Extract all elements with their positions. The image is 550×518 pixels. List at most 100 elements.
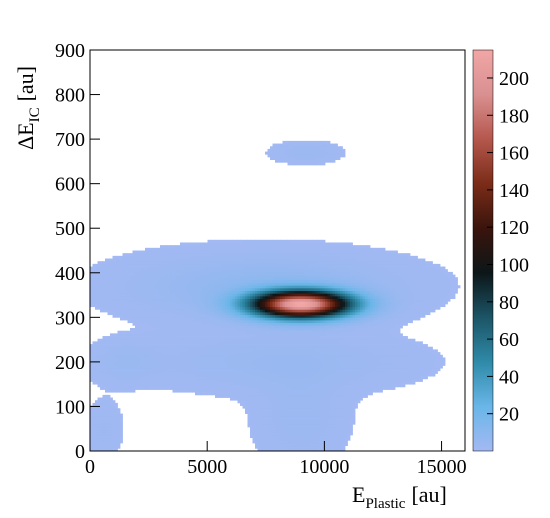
- heatmap-cell: [285, 362, 288, 366]
- heatmap-cell: [187, 242, 191, 246]
- heatmap-cell: [200, 263, 203, 267]
- heatmap-cell: [250, 373, 253, 377]
- heatmap-cell: [177, 253, 181, 257]
- heatmap-cell: [257, 434, 261, 439]
- heatmap-cell: [210, 250, 213, 254]
- heatmap-cell: [280, 159, 283, 163]
- heatmap-cell: [212, 370, 216, 374]
- heatmap-cell: [277, 448, 281, 452]
- heatmap-cell: [212, 344, 216, 348]
- heatmap-cell: [125, 317, 128, 321]
- heatmap-cell: [112, 384, 116, 388]
- heatmap-cell: [90, 429, 93, 433]
- heatmap-cell: [185, 255, 188, 259]
- heatmap-cell: [170, 245, 173, 249]
- heatmap-cell: [102, 418, 106, 422]
- heatmap-cell: [162, 298, 166, 302]
- heatmap-cell: [280, 290, 283, 294]
- heatmap-cell: [287, 151, 291, 155]
- heatmap-cell: [155, 378, 158, 382]
- heatmap-cell: [155, 298, 158, 302]
- heatmap-cell: [247, 266, 251, 270]
- heatmap-cell: [162, 338, 166, 342]
- heatmap-cell: [207, 376, 211, 380]
- heatmap-cell: [265, 271, 268, 275]
- heatmap-cell: [142, 381, 146, 385]
- heatmap-cell: [192, 301, 196, 305]
- heatmap-cell: [160, 293, 163, 297]
- heatmap-cell: [117, 282, 121, 286]
- heatmap-cell: [140, 261, 143, 265]
- heatmap-cell: [272, 381, 276, 385]
- heatmap-cell: [200, 328, 203, 332]
- heatmap-cell: [272, 263, 276, 267]
- heatmap-cell: [250, 242, 253, 246]
- heatmap-cell: [180, 298, 183, 302]
- heatmap-cell: [182, 333, 186, 337]
- heatmap-cell: [127, 253, 131, 257]
- heatmap-cell: [245, 239, 248, 243]
- heatmap-cell: [240, 344, 243, 348]
- heatmap-cell: [285, 242, 288, 246]
- heatmap-cell: [155, 381, 158, 385]
- heatmap-cell: [137, 320, 141, 324]
- heatmap-cell: [255, 303, 258, 308]
- heatmap-cell: [275, 373, 278, 377]
- heatmap-cell: [272, 400, 276, 404]
- heatmap-cell: [177, 245, 181, 249]
- heatmap-cell: [280, 437, 283, 441]
- heatmap-cell: [105, 274, 108, 278]
- heatmap-cell: [242, 338, 246, 342]
- heatmap-cell: [147, 349, 151, 353]
- heatmap-cell: [145, 306, 148, 310]
- heatmap-cell: [210, 309, 213, 313]
- heatmap-cell: [132, 274, 136, 278]
- heatmap-cell: [175, 295, 178, 300]
- heatmap-cell: [125, 301, 128, 305]
- heatmap-cell: [90, 362, 93, 366]
- heatmap-cell: [200, 287, 203, 291]
- heatmap-cell: [180, 376, 183, 380]
- heatmap-cell: [165, 282, 168, 286]
- heatmap-cell: [115, 314, 118, 318]
- heatmap-cell: [275, 274, 278, 278]
- heatmap-cell: [105, 376, 108, 380]
- heatmap-cell: [190, 384, 193, 388]
- heatmap-cell: [197, 357, 201, 361]
- heatmap-cell: [235, 269, 238, 273]
- heatmap-cell: [197, 303, 201, 308]
- heatmap-cell: [245, 277, 248, 281]
- heatmap-cell: [145, 271, 148, 275]
- heatmap-cell: [237, 317, 241, 321]
- heatmap-cell: [235, 290, 238, 294]
- heatmap-cell: [215, 279, 218, 283]
- heatmap-cell: [212, 325, 216, 329]
- heatmap-cell: [185, 330, 188, 334]
- heatmap-cell: [197, 341, 201, 345]
- heatmap-cell: [160, 282, 163, 286]
- heatmap-cell: [195, 245, 198, 249]
- heatmap-cell: [242, 344, 246, 348]
- heatmap-cell: [245, 266, 248, 270]
- heatmap-cell: [100, 370, 103, 374]
- heatmap-cell: [140, 328, 143, 332]
- heatmap-cell: [272, 247, 276, 251]
- heatmap-cell: [287, 360, 291, 364]
- heatmap-cell: [135, 303, 138, 308]
- heatmap-cell: [230, 336, 233, 340]
- heatmap-cell: [177, 370, 181, 374]
- heatmap-cell: [210, 320, 213, 324]
- heatmap-cell: [167, 365, 171, 369]
- heatmap-cell: [245, 376, 248, 380]
- heatmap-cell: [252, 255, 256, 259]
- heatmap-cell: [95, 365, 98, 369]
- heatmap-cell: [167, 277, 171, 281]
- heatmap-cell: [215, 378, 218, 382]
- heatmap-cell: [157, 274, 161, 278]
- heatmap-cell: [240, 269, 243, 273]
- heatmap-cell: [287, 266, 291, 270]
- heatmap-cell: [247, 413, 251, 417]
- heatmap-cell: [95, 434, 98, 439]
- heatmap-cell: [287, 418, 291, 422]
- heatmap-cell: [287, 271, 291, 275]
